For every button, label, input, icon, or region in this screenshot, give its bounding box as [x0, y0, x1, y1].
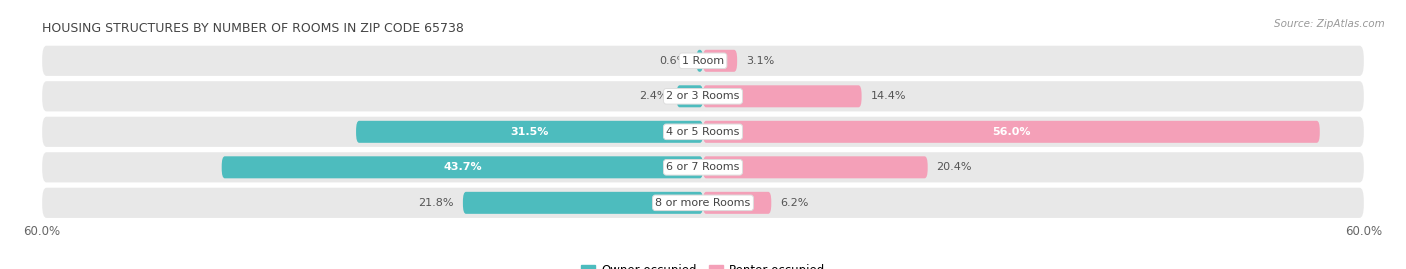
Text: 6 or 7 Rooms: 6 or 7 Rooms	[666, 162, 740, 172]
Text: 2.4%: 2.4%	[640, 91, 668, 101]
Text: 20.4%: 20.4%	[936, 162, 972, 172]
Text: 14.4%: 14.4%	[870, 91, 905, 101]
FancyBboxPatch shape	[676, 85, 703, 107]
FancyBboxPatch shape	[703, 156, 928, 178]
FancyBboxPatch shape	[42, 81, 1364, 111]
FancyBboxPatch shape	[356, 121, 703, 143]
Text: 8 or more Rooms: 8 or more Rooms	[655, 198, 751, 208]
Text: Source: ZipAtlas.com: Source: ZipAtlas.com	[1274, 19, 1385, 29]
FancyBboxPatch shape	[222, 156, 703, 178]
FancyBboxPatch shape	[703, 121, 1320, 143]
FancyBboxPatch shape	[42, 117, 1364, 147]
FancyBboxPatch shape	[42, 152, 1364, 182]
Legend: Owner-occupied, Renter-occupied: Owner-occupied, Renter-occupied	[576, 260, 830, 269]
Text: 21.8%: 21.8%	[419, 198, 454, 208]
Text: 31.5%: 31.5%	[510, 127, 548, 137]
Text: 2 or 3 Rooms: 2 or 3 Rooms	[666, 91, 740, 101]
FancyBboxPatch shape	[703, 85, 862, 107]
Text: 0.6%: 0.6%	[659, 56, 688, 66]
FancyBboxPatch shape	[42, 188, 1364, 218]
Text: 3.1%: 3.1%	[747, 56, 775, 66]
Text: 1 Room: 1 Room	[682, 56, 724, 66]
Text: 4 or 5 Rooms: 4 or 5 Rooms	[666, 127, 740, 137]
FancyBboxPatch shape	[703, 50, 737, 72]
FancyBboxPatch shape	[703, 192, 772, 214]
FancyBboxPatch shape	[42, 46, 1364, 76]
Text: 56.0%: 56.0%	[993, 127, 1031, 137]
Text: HOUSING STRUCTURES BY NUMBER OF ROOMS IN ZIP CODE 65738: HOUSING STRUCTURES BY NUMBER OF ROOMS IN…	[42, 22, 464, 35]
Text: 43.7%: 43.7%	[443, 162, 482, 172]
FancyBboxPatch shape	[696, 50, 703, 72]
Text: 6.2%: 6.2%	[780, 198, 808, 208]
FancyBboxPatch shape	[463, 192, 703, 214]
